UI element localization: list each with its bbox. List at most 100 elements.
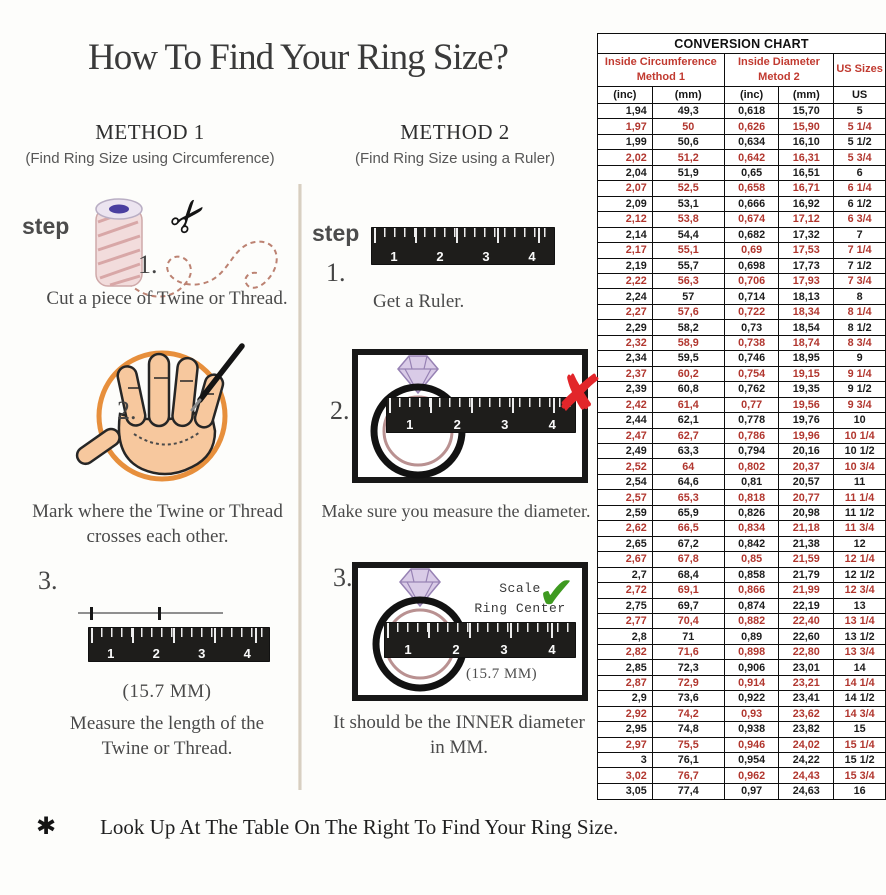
table-cell: 0,698 [723, 257, 780, 274]
caption-line: Twine or Thread. [101, 738, 233, 760]
table-cell: 12 1/4 [833, 551, 886, 568]
table-cell: 8 3/4 [833, 334, 886, 352]
table-cell: 0,954 [723, 752, 780, 769]
table-cell: 0,826 [723, 504, 780, 522]
ruler-number: 2 [152, 646, 160, 661]
table-cell: 5 3/4 [833, 149, 886, 166]
table-row: 2,62 66,5 0,834 21,18 11 3/4 [597, 520, 886, 537]
method1-heading: METHOD 1 [95, 120, 205, 144]
table-cell: 24,22 [778, 752, 835, 769]
table-cell: 10 [833, 412, 886, 429]
table-cell: 17,12 [778, 211, 835, 228]
table-cell: 60,8 [651, 381, 725, 398]
ruler-ticks [91, 628, 267, 662]
table-cell: 2,34 [597, 350, 653, 367]
table-row: 2,02 51,2 0,642 16,31 5 3/4 [597, 149, 886, 166]
table-cell: 19,96 [778, 427, 835, 444]
table-cell: 73,6 [651, 690, 725, 707]
table-cell: 64 [651, 458, 725, 475]
table-cell: 2,49 [597, 442, 653, 460]
ruler-ticks [389, 398, 573, 433]
table-cell: 2,8 [597, 628, 653, 645]
table-cell: 2,82 [597, 643, 653, 661]
table-cell: 16,10 [778, 133, 835, 151]
table-cell: 12 [833, 535, 886, 553]
table-cell: 53,1 [651, 195, 725, 213]
table-cell: 0,914 [723, 674, 780, 692]
chart-title: CONVERSION CHART [597, 33, 886, 54]
table-row: 2,47 62,7 0,786 19,96 10 1/4 [597, 427, 886, 444]
table-cell: 0,85 [723, 551, 780, 568]
method1-step-label: step [22, 213, 70, 239]
table-cell: 22,60 [778, 628, 835, 645]
footer-text: Look Up At The Table On The Right To Fin… [100, 815, 619, 839]
table-row: 2,59 65,9 0,826 20,98 11 1/2 [597, 504, 886, 522]
table-row: 2,75 69,7 0,874 22,19 13 [597, 597, 886, 614]
scale-ring-center-note: Scale Ring Center [462, 579, 578, 619]
table-cell: 71,6 [651, 643, 725, 661]
ruler-number: 3 [198, 646, 206, 661]
table-cell: 2,52 [597, 458, 653, 475]
table-cell: 0,81 [723, 473, 780, 491]
table-cell: 15 1/4 [833, 736, 886, 754]
column-header: (inc) [723, 86, 780, 104]
ruler-number: 3 [500, 642, 508, 657]
table-cell: 15 3/4 [833, 767, 886, 784]
table-cell: 1,97 [597, 118, 653, 135]
method2-step-label: step [312, 220, 360, 246]
table-cell: 68,4 [651, 566, 725, 584]
hand-illustration [75, 343, 245, 482]
table-row: 2,32 58,9 0,738 18,74 8 3/4 [597, 334, 886, 352]
table-cell: 2,77 [597, 612, 653, 630]
table-cell: 61,4 [651, 396, 725, 414]
ruler-illustration: 1 2 3 4 [88, 627, 270, 662]
column-divider [298, 184, 302, 790]
table-cell: 56,3 [651, 272, 725, 290]
table-cell: 16,51 [778, 164, 835, 182]
table-cell: 51,9 [651, 164, 725, 182]
column-header: US [833, 86, 886, 104]
table-cell: 2,87 [597, 674, 653, 692]
ruler-number: 3 [501, 417, 509, 432]
table-cell: 0,962 [723, 767, 780, 784]
method2-step2-caption: Make sure you measure the diameter. [321, 501, 591, 521]
table-cell: 0,866 [723, 582, 780, 599]
table-cell: 15 [833, 721, 886, 738]
table-cell: 55,1 [651, 242, 725, 259]
table-cell: 77,4 [651, 782, 725, 801]
ruler-number: 4 [548, 642, 556, 657]
table-cell: 66,5 [651, 520, 725, 537]
conversion-chart: CONVERSION CHART Inside Circumference Me… [597, 33, 886, 801]
group-sublabel: Method 1 [636, 71, 685, 83]
measured-thread-line [78, 607, 223, 620]
table-cell: 50 [651, 118, 725, 135]
table-cell: 5 1/2 [833, 133, 886, 151]
table-cell: 5 1/4 [833, 118, 886, 135]
table-cell: 2,29 [597, 319, 653, 336]
dashed-thread-line [127, 240, 278, 298]
table-cell: 24,02 [778, 736, 835, 754]
table-row: 2,07 52,5 0,658 16,71 6 1/4 [597, 180, 886, 197]
table-cell: 15,70 [778, 102, 835, 120]
table-cell: 24,43 [778, 767, 835, 784]
table-row: 2,37 60,2 0,754 19,15 9 1/4 [597, 365, 886, 383]
table-cell: 2,44 [597, 412, 653, 429]
table-row: 2,22 56,3 0,706 17,93 7 3/4 [597, 272, 886, 290]
table-cell: 6 [833, 164, 886, 182]
table-cell: 2,39 [597, 381, 653, 398]
ruler-numbers: 1 2 3 4 [88, 646, 270, 661]
table-cell: 9 1/4 [833, 365, 886, 383]
table-cell: 15 1/2 [833, 752, 886, 769]
table-cell: 19,35 [778, 381, 835, 398]
table-cell: 50,6 [651, 133, 725, 151]
table-row: 2,39 60,8 0,762 19,35 9 1/2 [597, 381, 886, 398]
table-cell: 65,3 [651, 489, 725, 506]
table-cell: 2,59 [597, 504, 653, 522]
table-cell: 62,7 [651, 427, 725, 444]
table-row: 1,94 49,3 0,618 15,70 5 [597, 102, 886, 120]
table-row: 2,92 74,2 0,93 23,62 14 3/4 [597, 705, 886, 723]
table-cell: 0,898 [723, 643, 780, 661]
column-header: (inc) [597, 86, 653, 104]
table-cell: 18,95 [778, 350, 835, 367]
table-cell: 0,706 [723, 272, 780, 290]
